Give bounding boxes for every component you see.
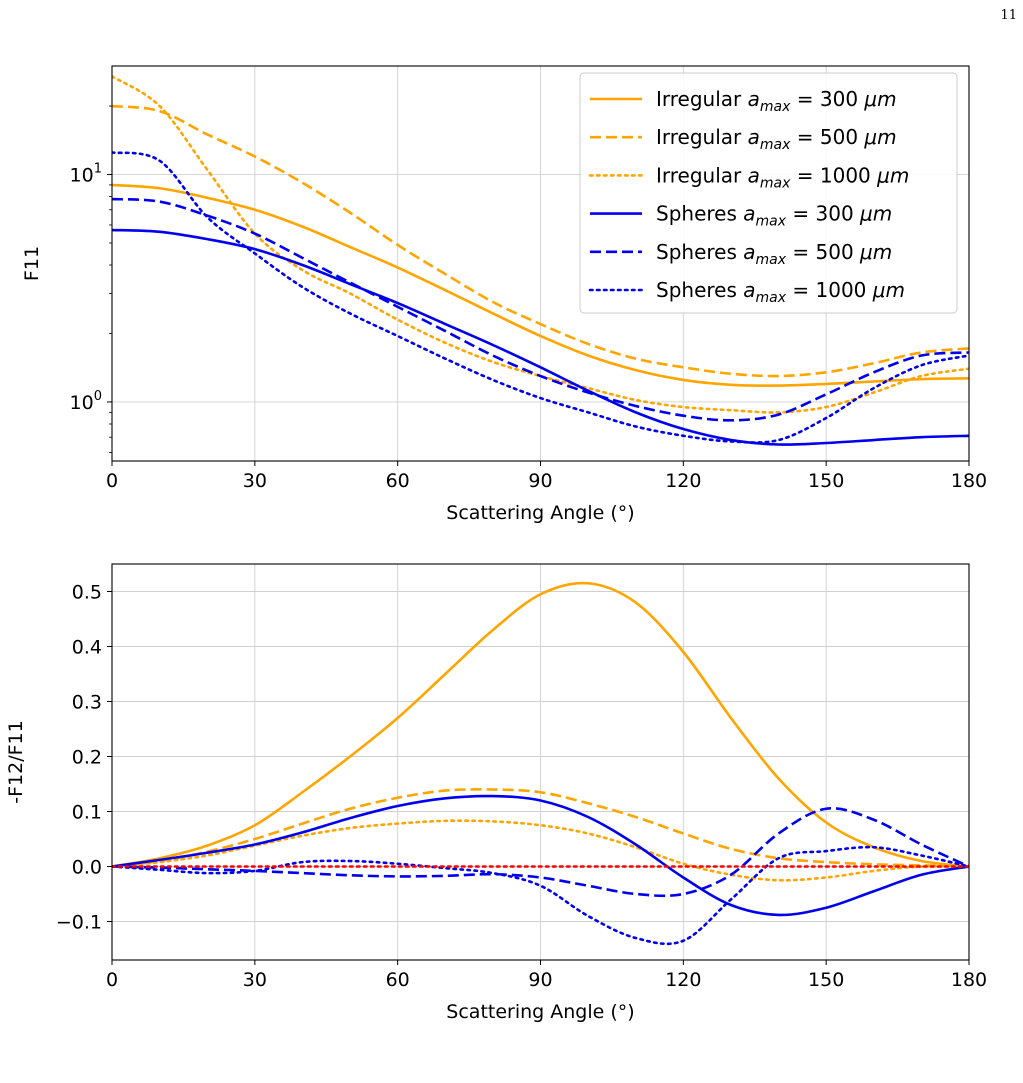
y-tick-label: 0.1 <box>72 802 102 824</box>
series-line-0 <box>112 581 969 868</box>
series-line-4 <box>112 197 969 422</box>
series-line-1 <box>112 788 969 868</box>
legend-label: Irregular amax = 1000 μm <box>656 163 909 191</box>
y-axis-label: -F12/F11 <box>5 720 27 803</box>
y-tick-label: 0.5 <box>72 582 102 604</box>
series-line-5 <box>112 845 969 946</box>
grid <box>111 564 970 960</box>
legend-item: Spheres amax = 500 μm <box>590 240 892 268</box>
legend-label: Irregular amax = 500 μm <box>656 125 897 153</box>
y-tick-label: 0.2 <box>72 747 102 769</box>
legend-item: Irregular amax = 300 μm <box>590 87 897 115</box>
y-tick-label: 0.3 <box>72 692 102 714</box>
legend-box <box>579 72 958 314</box>
series-line-3 <box>112 794 969 917</box>
x-axis-label: Scattering Angle (°) <box>446 502 634 524</box>
x-tick-label: 90 <box>528 470 552 492</box>
x-tick-label: 180 <box>951 969 987 991</box>
x-tick-label: 0 <box>106 470 118 492</box>
x-axis-label: Scattering Angle (°) <box>446 1001 634 1023</box>
x-tick-label: 30 <box>243 969 267 991</box>
x-tick-label: 150 <box>808 470 844 492</box>
legend-item: Irregular amax = 1000 μm <box>588 163 909 191</box>
x-tick-label: 120 <box>665 969 701 991</box>
x-tick-label: 30 <box>243 470 267 492</box>
y-tick-label: 0.4 <box>72 637 102 659</box>
y-tick-label: −0.1 <box>56 912 102 934</box>
legend-item: Spheres amax = 300 μm <box>590 202 892 230</box>
series-line-1 <box>112 104 969 378</box>
polarization-panel: 0 30 60 90 120 150 180 −0.1 0.0 0.1 0.2 0.3 0.4 0.5 Sc… <box>5 563 987 1023</box>
legend-label: Spheres amax = 300 μm <box>656 202 892 230</box>
series-line-3 <box>112 228 969 446</box>
f11-panel: 0 30 60 90 120 150 180 100 101 Scattering Angle (… <box>21 65 987 524</box>
x-tick-label: 180 <box>951 470 987 492</box>
series-line-5 <box>112 151 969 444</box>
y-axis-label: F11 <box>21 246 43 281</box>
y-tick-label: 0.0 <box>72 857 102 879</box>
legend-item: Irregular amax = 500 μm <box>590 125 897 153</box>
legend: Irregular amax = 300 μm Irregular amax = … <box>579 72 958 314</box>
y-tick-label: 101 <box>70 162 102 187</box>
legend-item: Spheres amax = 1000 μm <box>588 278 905 306</box>
series-group <box>112 581 969 946</box>
x-tick-label: 60 <box>386 470 410 492</box>
x-tick-label: 60 <box>386 969 410 991</box>
x-tick-label: 120 <box>665 470 701 492</box>
series-group <box>112 75 969 446</box>
y-tick-label: 100 <box>70 389 102 414</box>
series-line-2 <box>112 75 969 414</box>
x-tick-label: 150 <box>808 969 844 991</box>
x-tick-label: 0 <box>106 969 118 991</box>
legend-label: Spheres amax = 500 μm <box>656 240 892 268</box>
page-number: 11 <box>1000 8 1017 23</box>
legend-label: Irregular amax = 300 μm <box>656 87 897 115</box>
legend-label: Spheres amax = 1000 μm <box>656 278 905 306</box>
series-line-4 <box>112 807 969 898</box>
x-tick-label: 90 <box>528 969 552 991</box>
series-line-0 <box>112 183 969 387</box>
